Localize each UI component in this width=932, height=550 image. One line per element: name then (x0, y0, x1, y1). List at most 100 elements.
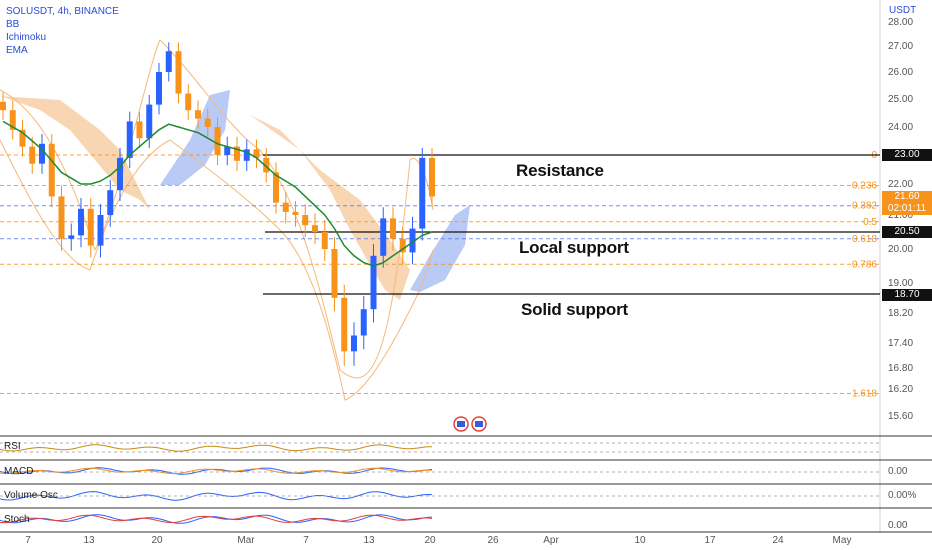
candle-body (175, 51, 182, 94)
stoch-d-line (0, 514, 433, 524)
rsi-line (0, 444, 432, 452)
candle-body (234, 146, 240, 161)
fib-ratio-label: 0.5 (863, 217, 877, 228)
x-tick-label: 13 (363, 535, 375, 546)
symbol-title[interactable]: SOLUSDT, 4h, BINANCE (6, 6, 119, 17)
candle-body (165, 51, 172, 72)
x-tick-label: 7 (303, 535, 309, 546)
candle-body (341, 297, 348, 352)
currency-label: USDT (889, 5, 917, 16)
macd-label[interactable]: MACD (4, 466, 34, 477)
candle-body (78, 208, 84, 236)
x-tick-label: Apr (543, 535, 559, 546)
candle-body (107, 190, 114, 215)
solid-support-annotation[interactable]: Solid support (521, 300, 628, 319)
candle-body (97, 215, 104, 246)
candle-body (429, 157, 435, 197)
x-tick-label: May (833, 535, 852, 546)
x-tick-label: 7 (25, 535, 31, 546)
y-tick-label: 25.00 (888, 94, 913, 105)
fib-ratio-label: 0.236 (852, 181, 877, 192)
y-tick-label: 17.40 (888, 338, 913, 349)
fib-ratio-label: 0.382 (852, 201, 877, 212)
candle-body (204, 118, 211, 127)
y-tick-label: 26.00 (888, 67, 913, 78)
macd-axis-label: 0.00 (888, 466, 908, 477)
candle-body (68, 235, 75, 239)
candle-body (0, 101, 6, 111)
bollinger-band-upper (0, 39, 434, 379)
fib-ratio-label: 0.786 (852, 259, 877, 270)
candle-body (39, 143, 45, 164)
candle-body (399, 238, 406, 253)
candle-body (360, 309, 367, 336)
y-tick-label: 28.00 (888, 17, 913, 28)
chart-legend: SOLUSDT, 4h, BINANCE BB Ichimoku EMA (6, 5, 119, 57)
x-tick-label: 20 (424, 535, 436, 546)
fib-ratio-label: 1.618 (852, 389, 877, 400)
candle-body (370, 255, 377, 310)
candle-body (195, 110, 201, 119)
event-flag-icon (457, 421, 465, 427)
ichimoku-cloud-bullish (410, 205, 470, 292)
candle-body (126, 121, 133, 158)
candle-body (48, 143, 55, 197)
candle-body (117, 157, 123, 191)
candle-body (9, 110, 16, 130)
x-tick-label: 26 (487, 535, 499, 546)
macd-signal-line (0, 467, 433, 475)
candle-body (146, 104, 153, 139)
candle-body (380, 218, 387, 256)
x-tick-label: 17 (704, 535, 716, 546)
candle-body (29, 146, 36, 164)
volume-osc-label[interactable]: Volume Osc (4, 490, 58, 501)
x-tick-label: 20 (151, 535, 163, 546)
candle-body (321, 232, 328, 249)
indicator-bb[interactable]: BB (6, 19, 20, 30)
candle-body (273, 172, 279, 203)
candle-body (58, 196, 65, 239)
candle-body (224, 146, 231, 155)
candle-body (390, 218, 396, 239)
candle-body (282, 202, 289, 212)
y-tick-label: 22.00 (888, 179, 913, 190)
y-tick-label: 16.80 (888, 363, 913, 374)
candle-body (156, 72, 162, 105)
resistance-annotation[interactable]: Resistance (516, 161, 604, 180)
last-price-value: 21.60 (894, 191, 920, 202)
last-price-tag: 21.60 02:01:11 (882, 191, 932, 215)
y-tick-label: 21.00 (888, 210, 913, 221)
candle-body (185, 93, 192, 111)
x-tick-label: 13 (83, 535, 95, 546)
x-tick-label: 10 (634, 535, 646, 546)
rsi-label[interactable]: RSI (4, 441, 21, 452)
x-tick-label: 24 (772, 535, 784, 546)
local-support-annotation[interactable]: Local support (519, 238, 629, 257)
candle-body (409, 228, 416, 253)
y-tick-label: 19.00 (888, 278, 913, 289)
indicator-ichimoku[interactable]: Ichimoku (6, 32, 47, 43)
candle-body (331, 249, 338, 298)
candle-body (214, 127, 221, 155)
fib-ratio-label: 0.618 (852, 234, 877, 245)
candle-body (292, 211, 299, 215)
candle-body (253, 149, 260, 158)
event-flag-icon (475, 421, 483, 427)
candle-body (243, 149, 250, 161)
candle-body (87, 208, 94, 246)
stoch-axis-label: 0.00 (888, 520, 908, 531)
y-tick-label: 27.00 (888, 41, 913, 52)
y-tick-label: 15.60 (888, 411, 913, 422)
bollinger-band-lower (0, 139, 434, 401)
stoch-k-line (0, 514, 433, 524)
candle-body (351, 335, 357, 352)
bar-countdown: 02:01:11 (887, 203, 927, 214)
ichimoku-cloud-bearish (250, 115, 410, 300)
ichimoku-cloud-bullish (160, 90, 230, 185)
ema-line (2, 120, 433, 267)
stoch-label[interactable]: Stoch (4, 514, 30, 525)
y-tick-label: 16.20 (888, 384, 913, 395)
volume-osc-axis-label: 0.00% (888, 490, 917, 501)
indicator-ema[interactable]: EMA (6, 45, 28, 56)
